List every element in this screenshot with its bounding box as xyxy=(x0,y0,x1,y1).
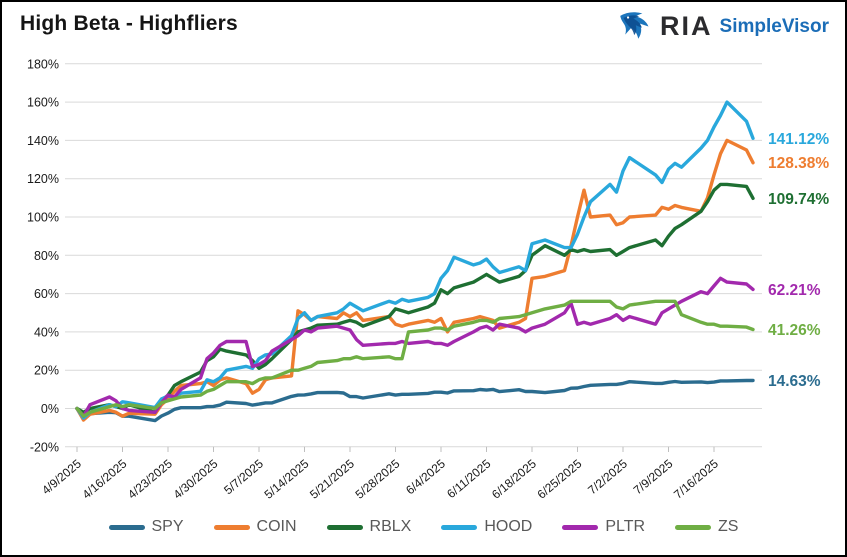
logo-product-text: SimpleVisor xyxy=(719,16,829,37)
y-axis-tick-label: 100% xyxy=(27,211,59,225)
y-axis-tick-label: -20% xyxy=(30,440,59,454)
end-value-label-PLTR: 62.21% xyxy=(768,282,821,299)
legend-item-RBLX: RBLX xyxy=(326,518,412,536)
y-axis-tick-label: 120% xyxy=(27,172,59,186)
y-axis-tick-label: 0% xyxy=(41,402,59,416)
y-axis-tick-label: 160% xyxy=(27,96,59,110)
logo-brand-text: RIA xyxy=(660,11,713,41)
end-value-label-SPY: 14.63% xyxy=(768,373,821,390)
chart-title: High Beta - Highfliers xyxy=(20,12,238,35)
legend-item-HOOD: HOOD xyxy=(441,518,532,536)
x-axis-tick-label: 5/21/2025 xyxy=(307,456,357,501)
x-axis-tick-label: 7/9/2025 xyxy=(631,456,676,497)
legend-swatch-SPY xyxy=(108,524,145,530)
legend-label-SPY: SPY xyxy=(151,518,184,535)
end-value-label-ZS: 41.26% xyxy=(768,322,821,339)
y-axis-tick-label: 40% xyxy=(34,325,59,339)
legend-swatch-RBLX xyxy=(326,524,363,530)
legend-item-COIN: COIN xyxy=(213,518,297,536)
ria-eagle-icon xyxy=(617,10,653,43)
legend-label-PLTR: PLTR xyxy=(605,518,646,535)
legend-item-PLTR: PLTR xyxy=(562,518,645,536)
x-axis-tick-label: 4/23/2025 xyxy=(125,456,175,501)
x-axis-tick-label: 5/14/2025 xyxy=(262,456,312,501)
chart-line-RBLX xyxy=(75,182,755,414)
y-axis-tick-label: 180% xyxy=(27,57,59,71)
legend-item-ZS: ZS xyxy=(675,518,738,536)
legend: SPY COIN RBLX HOOD PLTR ZS xyxy=(2,518,845,536)
chart-line-ZS xyxy=(75,299,755,418)
legend-label-HOOD: HOOD xyxy=(484,518,533,535)
legend-swatch-COIN xyxy=(213,524,250,530)
x-axis-tick-label: 6/18/2025 xyxy=(489,456,539,501)
legend-label-COIN: COIN xyxy=(256,518,297,535)
end-value-label-HOOD: 141.12% xyxy=(768,131,829,148)
x-axis-tick-label: 7/2/2025 xyxy=(585,456,630,497)
x-axis-tick-label: 4/16/2025 xyxy=(80,456,130,501)
end-value-label-RBLX: 109.74% xyxy=(768,191,829,208)
x-axis-tick-label: 5/7/2025 xyxy=(221,456,266,497)
legend-swatch-PLTR xyxy=(562,524,599,530)
y-axis-tick-label: 80% xyxy=(34,249,59,263)
legend-swatch-HOOD xyxy=(441,524,478,530)
end-value-label-COIN: 128.38% xyxy=(768,155,829,172)
x-axis-tick-label: 6/4/2025 xyxy=(403,456,448,497)
legend-label-RBLX: RBLX xyxy=(369,518,412,535)
chart-line-COIN xyxy=(75,138,755,422)
x-axis-tick-label: 6/25/2025 xyxy=(535,456,585,501)
ria-simplevisor-logo: RIA SimpleVisor xyxy=(617,10,829,43)
legend-label-ZS: ZS xyxy=(718,518,739,535)
y-axis-tick-label: 20% xyxy=(34,364,59,378)
x-axis-tick-label: 5/28/2025 xyxy=(353,456,403,501)
y-axis-tick-label: 60% xyxy=(34,287,59,301)
legend-swatch-ZS xyxy=(675,524,712,530)
x-axis-tick-label: 4/30/2025 xyxy=(171,456,221,501)
chart-line-HOOD xyxy=(75,100,755,420)
legend-item-SPY: SPY xyxy=(108,518,184,536)
chart-line-PLTR xyxy=(75,276,755,418)
x-axis-tick-label: 4/9/2025 xyxy=(39,456,84,497)
y-axis-tick-label: 140% xyxy=(27,134,59,148)
chart-line-SPY xyxy=(75,378,755,423)
x-axis-tick-label: 6/11/2025 xyxy=(444,456,493,501)
x-axis-tick-label: 7/16/2025 xyxy=(671,456,721,501)
